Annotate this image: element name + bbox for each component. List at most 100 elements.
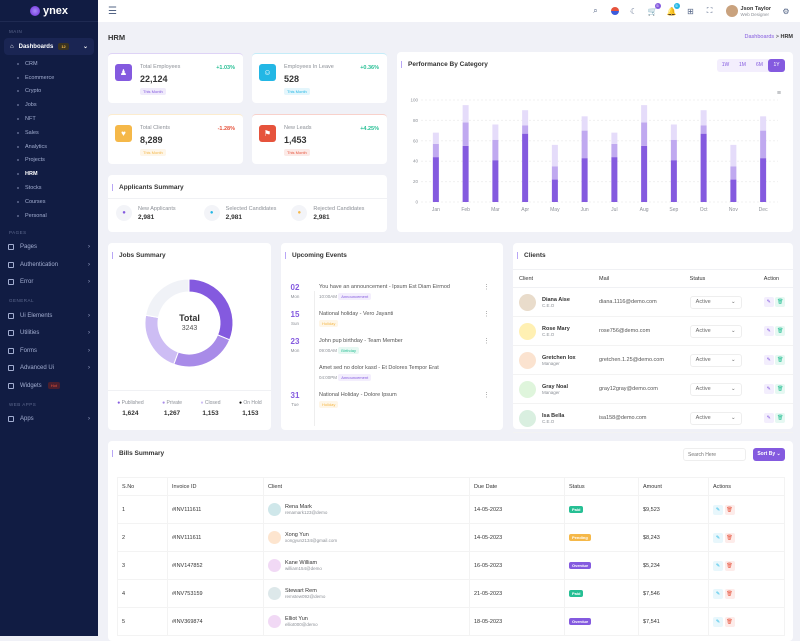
menu-toggle-icon[interactable]: ☰ [108,5,117,17]
edit-button[interactable]: ✎ [713,504,723,515]
more-vertical-icon[interactable]: ⋮ [483,392,490,399]
status-select[interactable]: Active ⌄ [689,295,742,309]
sidebar-item-pages[interactable]: Pages › [0,239,98,257]
status-select[interactable]: Active ⌄ [689,382,742,396]
edit-button[interactable]: ✎ [763,413,774,423]
edit-button[interactable]: ✎ [763,297,774,307]
top-header: ☰ ⌕ ☾ 🛒 5 🔔 5 ⊞ ⛶ Json Taylor Web Designer … [98,0,800,22]
column-header: Actions [708,477,785,496]
status-badge: Overdue [569,562,592,569]
sidebar-item-ui-elements[interactable]: Ui Elements › [0,307,98,325]
applicant-icon: ● [116,205,132,221]
legend-item: ● Private 1,267 [162,400,183,417]
bar-segment [462,122,469,146]
bar-segment [492,139,499,161]
range-6M[interactable]: 6M [756,62,763,68]
bill-row: 2 #INV111611 Xong Yun xongyun2134@gmail.c… [117,523,785,552]
delete-button[interactable]: 🗑 [775,355,786,365]
sidebar-item-advanced-ui[interactable]: Advanced Ui › [0,360,98,378]
sidebar-item-analytics[interactable]: Analytics [0,140,98,154]
search-icon[interactable]: ⌕ [593,6,598,15]
bell-icon[interactable]: 🔔 5 [666,3,680,16]
logo[interactable]: ynex [0,0,98,22]
fullscreen-icon[interactable]: ⛶ [706,6,713,15]
edit-button[interactable]: ✎ [763,384,774,394]
chart-menu-icon[interactable]: ≡ [776,90,781,97]
stat-icon: ♟ [115,64,132,81]
sidebar-item-forms[interactable]: Forms › [0,342,98,360]
range-1Y[interactable]: 1Y [768,59,785,72]
chevron-down-icon: ⌄ [731,328,736,334]
sidebar-item-courses[interactable]: Courses [0,195,98,209]
upcoming-events-card: Upcoming Events 02 Mon You have an announ… [281,243,503,430]
delete-button[interactable]: 🗑 [775,297,786,307]
sidebar-item-jobs[interactable]: Jobs [0,98,98,112]
delete-button[interactable]: 🗑 [724,560,735,571]
bar-segment [760,116,767,131]
sidebar-item-crypto[interactable]: Crypto [0,85,98,99]
status-select[interactable]: Active ⌄ [689,411,742,425]
status-select[interactable]: Active ⌄ [689,324,742,338]
chevron-right-icon: › [88,330,90,337]
client-row: Gray Noal Manager gray12gray@demo.com Act… [513,375,793,404]
bar-segment [522,110,529,126]
status-select[interactable]: Active ⌄ [689,353,742,367]
search-input[interactable] [683,448,746,461]
grid-icon[interactable]: ⊞ [687,6,694,16]
edit-button[interactable]: ✎ [713,588,723,599]
settings-gear-icon[interactable]: ⚙ [782,6,790,16]
sidebar-item-nft[interactable]: NFT [0,112,98,126]
sidebar-item-crm[interactable]: CRM [0,57,98,71]
column-header: Status [689,275,706,282]
delete-button[interactable]: 🗑 [724,504,735,515]
y-tick-label: 0 [415,200,418,205]
delete-button[interactable]: 🗑 [724,616,735,627]
sidebar-item-apps[interactable]: Apps › [0,411,98,429]
sidebar-item-utilities[interactable]: Utilities › [0,325,98,343]
delete-button[interactable]: 🗑 [724,532,735,543]
delete-button[interactable]: 🗑 [724,588,735,599]
sort-by-button[interactable]: Sort By ⌄ [753,448,785,461]
sidebar-item-widgets[interactable]: Widgets Hot [0,377,98,395]
column-header: S.No [117,477,168,496]
range-1W[interactable]: 1W [721,62,730,68]
moon-icon[interactable]: ☾ [629,6,638,16]
stat-icon: ⚑ [259,125,276,142]
more-vertical-icon[interactable]: ⋮ [483,338,490,345]
sidebar-item-error[interactable]: Error › [0,274,98,292]
more-vertical-icon[interactable]: ⋮ [483,311,490,318]
performance-card: Performance By Category 1W 1M 6M 1Y ≡ 0 20 40… [397,52,793,232]
general-item-icon [8,365,14,372]
edit-button[interactable]: ✎ [763,326,774,336]
sidebar-item-sales[interactable]: Sales [0,126,98,140]
sidebar-item-authentication[interactable]: Authentication › [0,256,98,274]
chevron-right-icon: › [88,312,90,319]
more-vertical-icon[interactable]: ⋮ [483,284,490,291]
user-profile[interactable]: Json Taylor Web Designer [725,5,771,17]
flag-us-icon[interactable] [610,7,619,15]
range-1M[interactable]: 1M [739,62,746,68]
delete-button[interactable]: 🗑 [775,413,786,423]
delete-button[interactable]: 🗑 [775,384,786,394]
sidebar-item-dashboards[interactable]: ⌂ Dashboards 12 ⌄ [4,38,94,55]
bar-segment [641,145,648,202]
column-header: Client [263,477,470,496]
edit-button[interactable]: ✎ [713,560,723,571]
avatar [268,587,281,600]
edit-button[interactable]: ✎ [713,616,723,627]
column-header: Invoice ID [167,477,264,496]
stat-icon: ☺ [259,64,276,81]
sidebar-item-ecommerce[interactable]: Ecommerce [0,71,98,85]
sidebar-item-projects[interactable]: Projects [0,154,98,168]
event-item: 23 Mon John pup birthday - Team Member 09:… [290,337,490,354]
bar-segment [730,166,737,180]
sidebar-item-personal[interactable]: Personal [0,209,98,223]
sidebar-item-hrm[interactable]: HRM [0,167,98,181]
cart-icon[interactable]: 🛒 5 [647,3,661,16]
sidebar-item-stocks[interactable]: Stocks [0,181,98,195]
edit-button[interactable]: ✎ [713,532,723,543]
edit-button[interactable]: ✎ [763,355,774,365]
bar-segment [670,139,677,161]
y-tick-label: 100 [410,98,418,103]
delete-button[interactable]: 🗑 [775,326,786,336]
